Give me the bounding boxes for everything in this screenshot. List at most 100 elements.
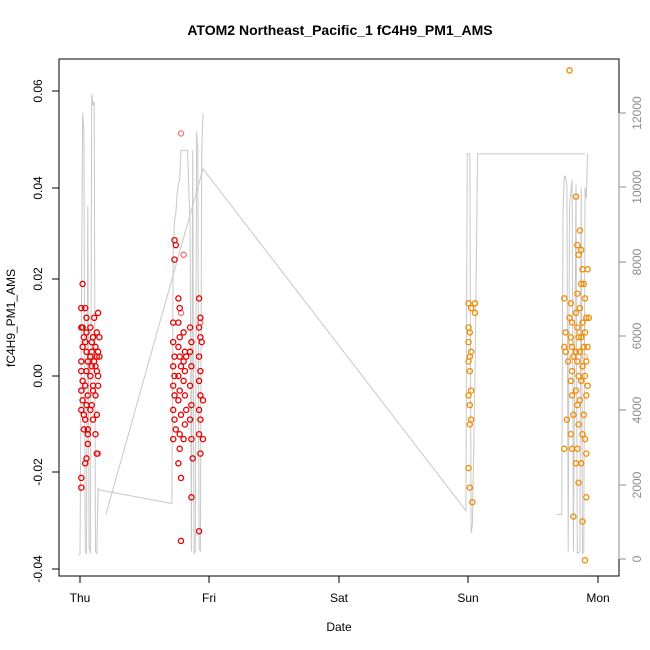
data-point-red-0-70 xyxy=(171,392,178,399)
data-point-orange-2-71 xyxy=(583,314,590,322)
data-point-orange-2-32 xyxy=(568,367,576,375)
y2-tick-2000: 2000 xyxy=(619,471,644,498)
y2-tick-label-12000: 12000 xyxy=(630,96,644,130)
x-tick-mon: Mon xyxy=(586,576,610,605)
data-point-red-0-59 xyxy=(96,333,103,341)
data-point-red-0-11 xyxy=(78,387,85,394)
data-point-red-0-100 xyxy=(182,353,190,360)
data-point-red-0-90 xyxy=(177,537,185,545)
data-point-orange-2-68 xyxy=(579,518,586,525)
data-point-red-0-75 xyxy=(175,295,182,302)
data-point-red-0-23 xyxy=(81,382,89,389)
data-point-orange-2-35 xyxy=(570,411,577,419)
data-point-red-0-19 xyxy=(81,338,89,346)
data-point-orange-2-28 xyxy=(568,319,576,326)
data-point-orange-2-67 xyxy=(577,460,585,467)
data-point-orange-2-79 xyxy=(583,450,590,457)
data-point-red-0-24 xyxy=(84,392,92,399)
data-point-red-0-126 xyxy=(199,435,207,443)
data-point-red-0-52 xyxy=(92,430,99,438)
data-point-red-0-41 xyxy=(88,348,95,356)
data-point-red-0-18 xyxy=(83,329,90,336)
data-point-red-0-74 xyxy=(169,435,177,443)
x-tick-fri: Fri xyxy=(202,576,216,605)
data-point-red-0-46 xyxy=(92,343,99,351)
x-tick-label-sun: Sun xyxy=(457,591,478,605)
data-point-red-0-93 xyxy=(180,358,187,365)
data-point-red-0-88 xyxy=(175,460,182,467)
data-point-orange-2-43 xyxy=(572,309,580,317)
data-point-red-0-106 xyxy=(188,401,195,409)
x-axis-label: Date xyxy=(326,620,352,634)
data-point-red-0-65 xyxy=(169,338,177,346)
data-point-orange-2-9 xyxy=(467,387,475,394)
data-point-orange-2-4 xyxy=(465,338,472,346)
data-point-red-0-73 xyxy=(172,426,180,433)
data-point-red-0-3 xyxy=(78,304,85,312)
data-point-red-0-86 xyxy=(176,430,183,438)
data-point-orange-2-20 xyxy=(562,329,569,336)
y2-tick-label-0: 0 xyxy=(630,555,644,562)
y2-tick-label-4000: 4000 xyxy=(630,396,644,423)
data-point-red-0-99 xyxy=(180,435,187,443)
data-point-orange-2-18 xyxy=(471,309,479,317)
data-point-red-0-105 xyxy=(186,382,194,389)
data-point-orange-2-36 xyxy=(567,430,575,438)
data-point-red-0-124 xyxy=(198,338,205,346)
y2-tick-4000: 4000 xyxy=(619,396,644,423)
data-point-red-0-87 xyxy=(176,445,183,453)
data-point-orange-2-48 xyxy=(575,372,582,380)
data-point-red-0-71 xyxy=(169,406,177,414)
data-point-orange-2-59 xyxy=(576,304,584,312)
data-point-orange-2-85 xyxy=(584,266,591,273)
y2-tick-0: 0 xyxy=(619,555,644,562)
data-point-red-1-1 xyxy=(180,251,187,259)
data-point-red-0-31 xyxy=(84,426,92,433)
data-point-red-0-63 xyxy=(171,256,178,263)
data-point-orange-2-63 xyxy=(579,363,586,370)
data-point-orange-2-81 xyxy=(583,494,590,501)
data-point-red-0-104 xyxy=(188,363,195,370)
data-point-red-0-43 xyxy=(90,314,98,322)
data-point-orange-2-69 xyxy=(580,280,588,288)
data-point-orange-2-83 xyxy=(584,382,591,389)
data-point-orange-2-8 xyxy=(466,367,474,375)
y2-tick-label-8000: 8000 xyxy=(630,248,644,275)
data-point-red-0-50 xyxy=(92,392,99,399)
y-tick-label-002: 0.02 xyxy=(31,267,45,291)
data-point-red-1-2 xyxy=(177,309,185,317)
data-point-orange-2-62 xyxy=(576,348,584,356)
data-point-orange-2-49 xyxy=(572,387,580,394)
data-point-orange-2-11 xyxy=(466,401,474,409)
data-point-orange-2-80 xyxy=(581,557,589,564)
data-point-red-1-5 xyxy=(94,450,102,457)
y-axis-right: 0 2000 4000 6000 8000 10000 12000 xyxy=(618,96,644,562)
data-point-red-0-62 xyxy=(172,241,180,249)
data-point-red-0-0 xyxy=(78,484,85,491)
data-point-red-0-67 xyxy=(169,363,177,370)
data-point-red-0-121 xyxy=(195,430,203,438)
data-point-orange-2-1 xyxy=(467,304,475,312)
altitude-line-segment-1 xyxy=(105,153,585,534)
data-point-orange-2-46 xyxy=(572,348,580,356)
data-point-red-0-115 xyxy=(195,353,203,360)
data-point-red-0-60 xyxy=(93,367,101,375)
data-point-orange-2-65 xyxy=(576,397,584,404)
data-point-red-0-84 xyxy=(175,397,182,404)
data-point-red-0-85 xyxy=(177,411,185,419)
data-point-red-0-120 xyxy=(197,416,204,423)
x-tick-label-fri: Fri xyxy=(202,591,216,605)
data-point-red-0-35 xyxy=(88,363,95,370)
y-tick-label-m002: -0.02 xyxy=(31,458,45,486)
data-point-red-0-49 xyxy=(93,329,101,336)
data-point-orange-2-14 xyxy=(465,464,472,472)
data-point-orange-2-33 xyxy=(567,377,575,385)
x-tick-sat: Sat xyxy=(330,576,349,605)
data-point-red-0-12 xyxy=(79,397,86,404)
data-point-orange-2-58 xyxy=(577,280,585,288)
data-point-red-0-7 xyxy=(79,343,86,351)
data-point-orange-2-78 xyxy=(581,435,589,443)
x-tick-label-mon: Mon xyxy=(586,591,609,605)
y-tick-label-000: 0.00 xyxy=(31,364,45,388)
